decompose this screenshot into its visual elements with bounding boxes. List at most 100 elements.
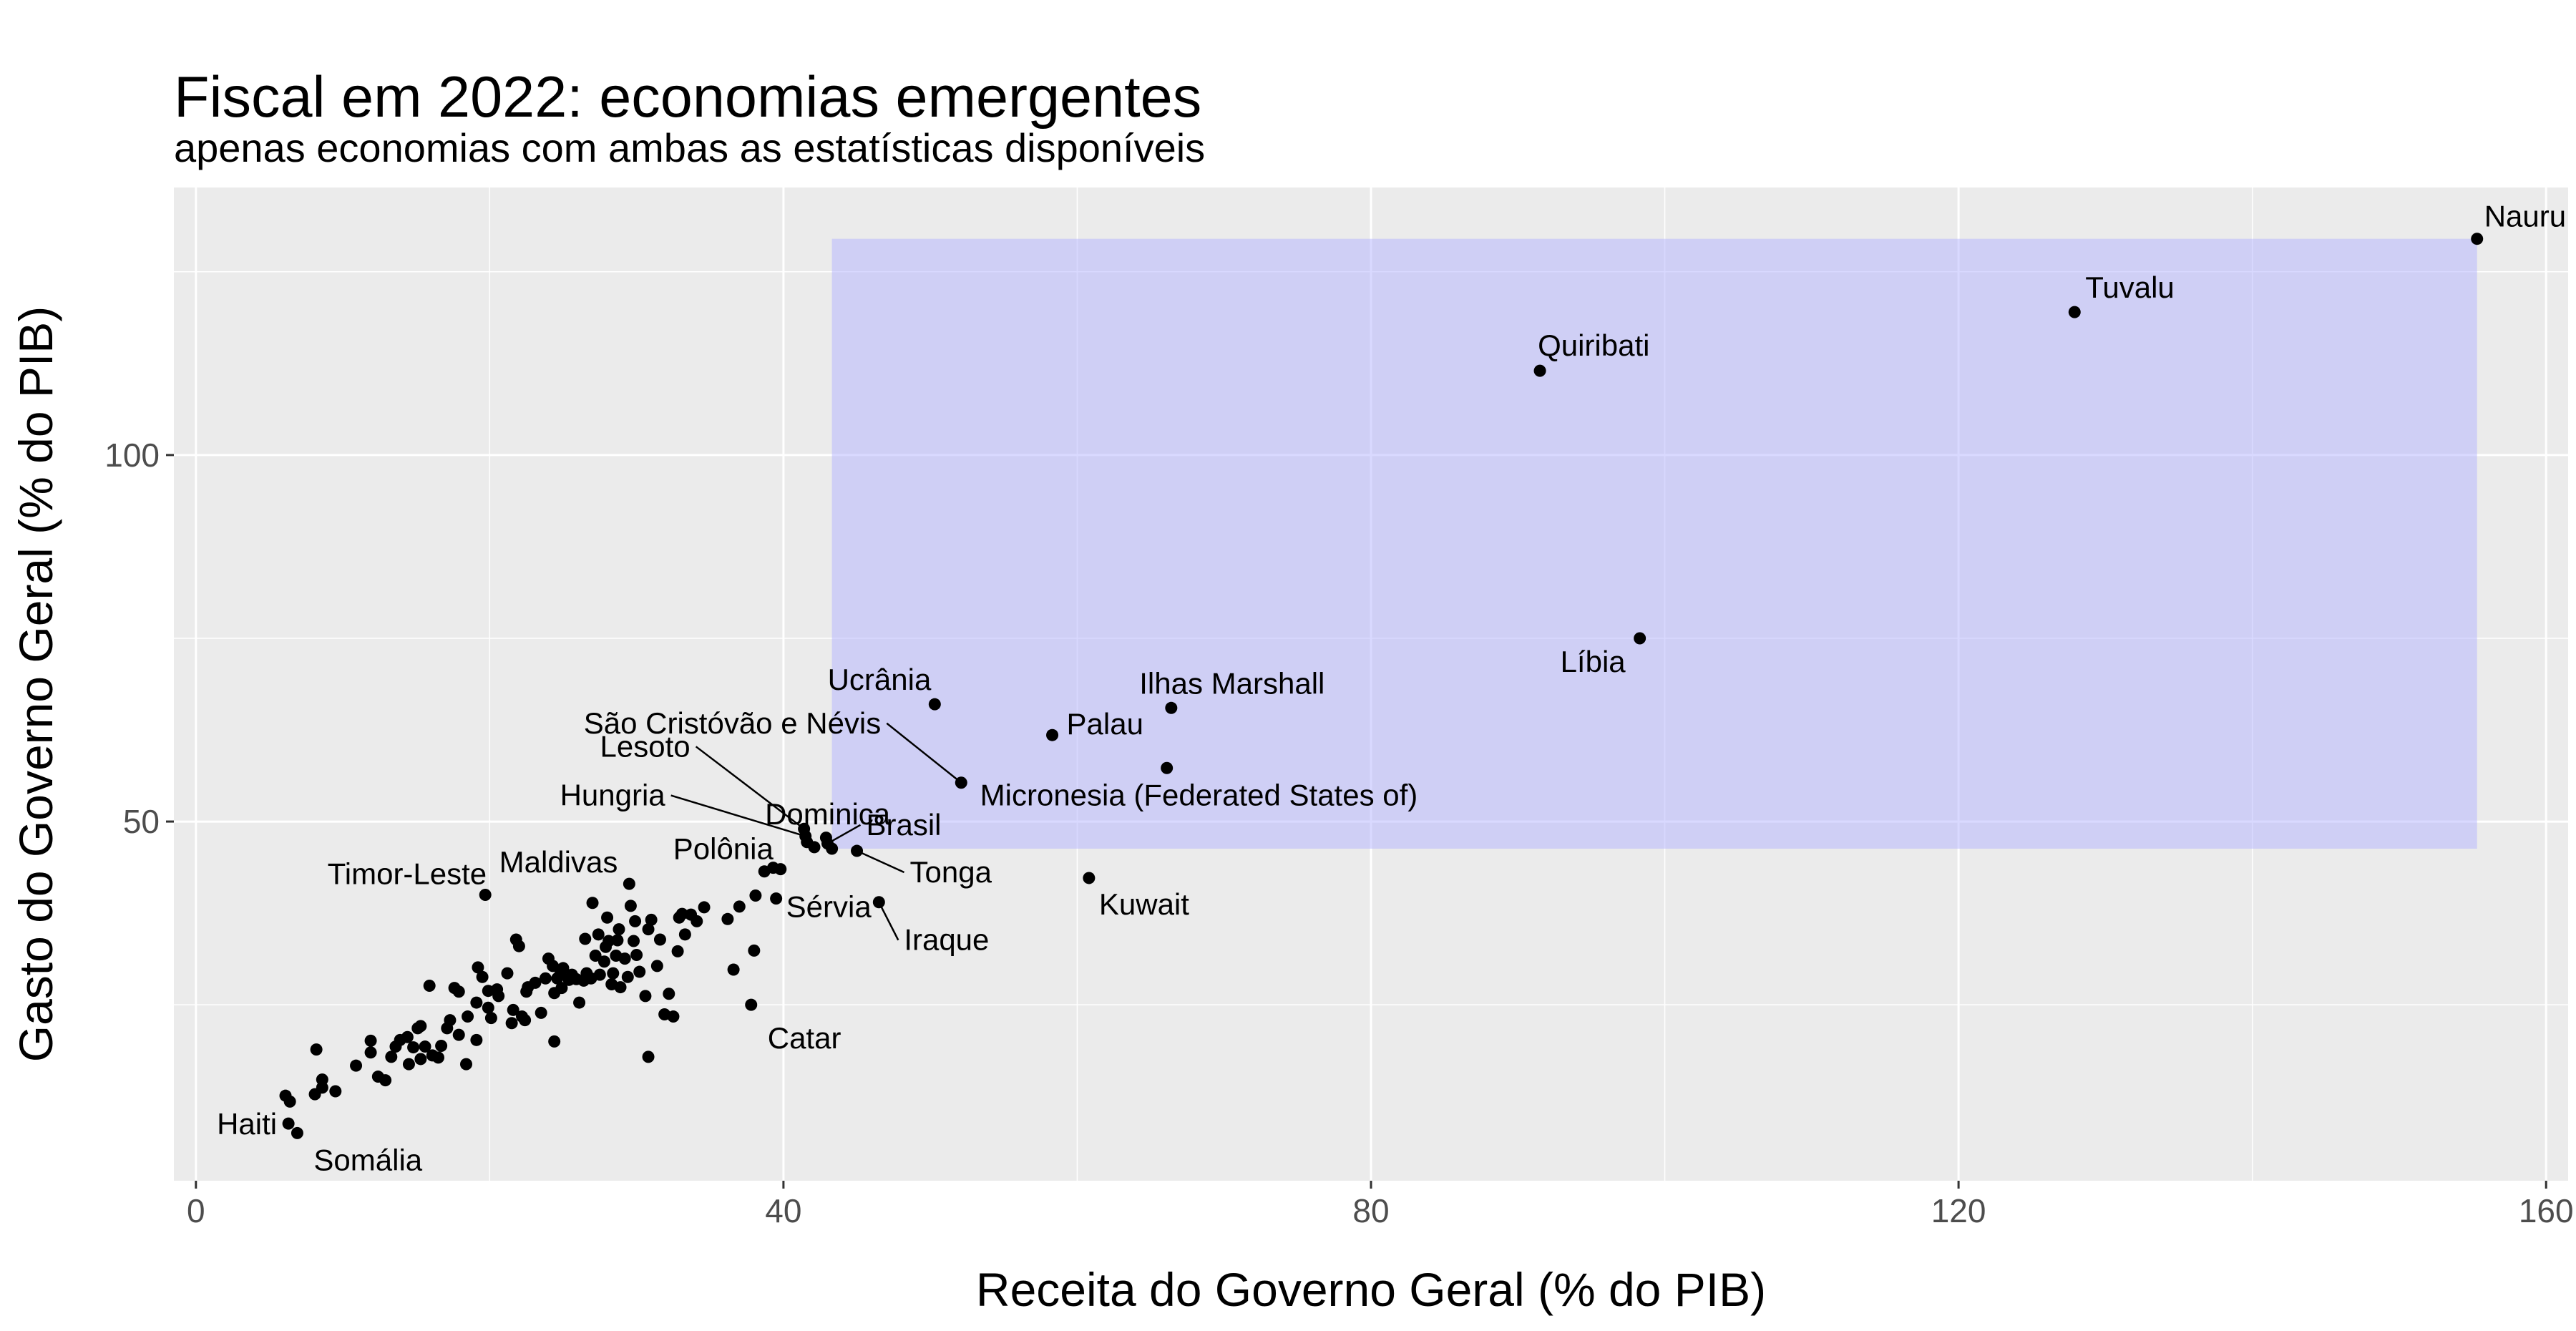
data-point xyxy=(364,1046,377,1059)
point-label: Ucrânia xyxy=(828,663,932,696)
data-point xyxy=(401,1030,414,1043)
data-point xyxy=(607,967,620,980)
leader-line xyxy=(826,824,862,844)
data-point xyxy=(470,1033,483,1046)
data-point xyxy=(547,960,560,972)
data-point-labeled xyxy=(745,998,758,1011)
data-point xyxy=(667,1010,680,1023)
data-point-labeled xyxy=(1083,872,1096,884)
data-point xyxy=(621,970,634,983)
data-point xyxy=(653,933,666,946)
x-tick-label: 80 xyxy=(1352,1192,1389,1229)
data-point xyxy=(484,1012,497,1025)
data-point xyxy=(721,912,734,925)
data-point xyxy=(663,988,675,1000)
data-point xyxy=(472,961,484,974)
leader-line xyxy=(857,849,905,874)
data-point xyxy=(505,1017,518,1030)
data-point xyxy=(618,952,631,965)
data-point xyxy=(808,841,821,854)
data-point xyxy=(407,1041,420,1054)
data-point-labeled xyxy=(2068,306,2081,318)
data-point xyxy=(592,928,605,941)
data-point xyxy=(402,1058,415,1071)
data-point xyxy=(642,923,655,936)
data-point xyxy=(482,1001,494,1014)
x-tick-label: 160 xyxy=(2519,1192,2574,1229)
data-point xyxy=(633,965,646,978)
point-label: Iraque xyxy=(904,923,989,957)
data-point xyxy=(444,1014,457,1027)
data-point xyxy=(462,1010,474,1023)
data-point xyxy=(691,915,703,927)
point-label: Dominica xyxy=(765,797,891,831)
data-point xyxy=(329,1085,342,1098)
data-point xyxy=(535,1006,547,1019)
data-point xyxy=(435,1040,448,1053)
data-point-labeled xyxy=(2471,233,2484,245)
highlight-region xyxy=(831,238,2477,849)
data-point-labeled xyxy=(479,889,492,902)
data-point xyxy=(597,955,610,968)
point-label: Catar xyxy=(768,1021,841,1055)
y-axis-ticks: 50 100 xyxy=(104,437,174,840)
data-point xyxy=(519,1014,532,1027)
data-point xyxy=(492,990,505,1003)
x-axis-ticks: 0 40 80 120 160 xyxy=(187,1181,2574,1229)
point-label: Quiribati xyxy=(1538,328,1649,362)
y-tick-label: 50 xyxy=(123,803,160,840)
data-point-labeled xyxy=(291,1126,303,1139)
data-point xyxy=(614,981,627,994)
data-point-labeled xyxy=(1046,728,1059,741)
data-point xyxy=(613,923,625,936)
data-point xyxy=(557,962,570,975)
data-point xyxy=(459,1058,472,1071)
data-point xyxy=(431,1051,444,1064)
data-point xyxy=(419,1040,431,1053)
data-point xyxy=(629,915,642,927)
point-label: Timor-Leste xyxy=(328,857,487,891)
data-point xyxy=(589,950,602,962)
data-point xyxy=(555,982,568,995)
data-point xyxy=(733,900,746,913)
data-point xyxy=(639,990,652,1003)
point-label: Ilhas Marshall xyxy=(1139,666,1324,700)
point-label: Sérvia xyxy=(786,890,872,924)
point-label: Nauru xyxy=(2484,200,2566,233)
data-point xyxy=(628,935,640,947)
y-tick-label: 100 xyxy=(104,437,160,474)
data-point xyxy=(611,934,624,947)
data-point xyxy=(586,897,599,910)
y-axis-title: Gasto do Governo Geral (% do PIB) xyxy=(9,306,62,1062)
data-point xyxy=(573,996,586,1009)
data-point xyxy=(602,935,615,947)
leader-line xyxy=(878,902,899,941)
point-label: Tonga xyxy=(910,855,992,889)
chart-title: Fiscal em 2022: economias emergentes xyxy=(174,65,1201,130)
data-point xyxy=(630,948,643,961)
x-tick-label: 0 xyxy=(187,1192,205,1229)
point-label: Tuvalu xyxy=(2085,270,2175,304)
data-point xyxy=(698,901,711,914)
point-label: Kuwait xyxy=(1099,887,1189,921)
leader-line xyxy=(886,722,962,784)
data-point xyxy=(727,963,740,976)
data-point xyxy=(385,1050,398,1063)
data-point xyxy=(624,899,637,912)
point-label: Somália xyxy=(313,1143,422,1176)
data-point xyxy=(539,972,552,985)
point-label: Palau xyxy=(1067,707,1143,741)
data-point-labeled xyxy=(774,863,787,876)
point-labels: Nauru Tuvalu Quiribati Líbia Ucrânia Ilhas Ma… xyxy=(217,200,2566,1177)
data-point xyxy=(423,980,436,993)
point-label: Polônia xyxy=(673,832,774,866)
point-label: Hungria xyxy=(560,779,666,812)
point-label: Micronesia (Federated States of) xyxy=(980,778,1418,811)
point-label: Líbia xyxy=(1561,645,1626,678)
point-label: Maldivas xyxy=(499,845,618,879)
data-point xyxy=(749,889,762,902)
data-point-labeled xyxy=(623,877,635,890)
data-point-labeled xyxy=(1165,701,1178,714)
data-point xyxy=(414,1020,427,1033)
data-point-labeled xyxy=(282,1117,295,1130)
